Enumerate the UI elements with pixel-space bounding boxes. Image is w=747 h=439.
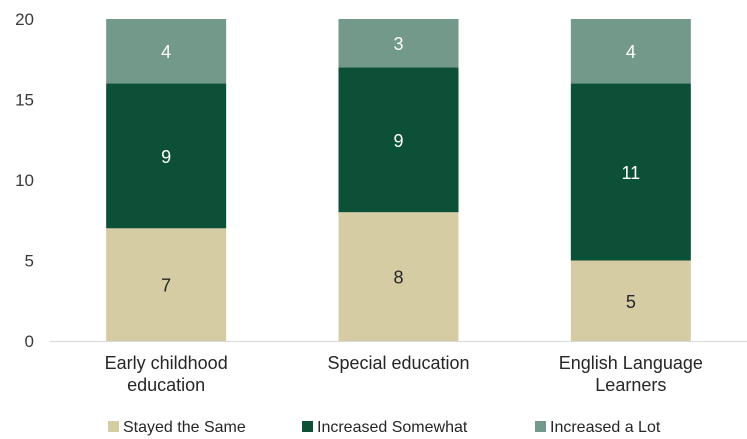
data-label: 9 — [393, 131, 403, 151]
bars: 7 9 4 8 9 3 5 11 4 — [106, 19, 691, 341]
data-label: 3 — [393, 34, 403, 54]
y-tick-label: 0 — [25, 332, 34, 351]
bar-segment — [338, 19, 459, 68]
y-tick-label: 5 — [25, 252, 34, 271]
legend-swatch — [108, 421, 119, 432]
legend-swatch — [535, 421, 546, 432]
legend-label: Stayed the Same — [123, 419, 246, 436]
x-axis-category-labels: Early childhood education Special educatio… — [105, 353, 703, 395]
bar-segment — [106, 19, 227, 84]
legend-label: Increased Somewhat — [317, 419, 468, 436]
bar-segment — [338, 67, 459, 213]
bar-segment — [106, 83, 227, 229]
data-label: 4 — [626, 42, 636, 62]
x-tick-label: Special education — [327, 353, 469, 373]
data-label: 5 — [626, 292, 636, 312]
data-label: 7 — [161, 276, 171, 296]
legend-swatch — [302, 421, 313, 432]
legend: Stayed the Same Increased Somewhat Increas… — [108, 419, 661, 436]
bar-segment — [570, 83, 691, 261]
bar-segment — [570, 260, 691, 341]
x-tick-label: English Language Learners — [559, 353, 703, 395]
data-label: 11 — [621, 163, 640, 183]
y-tick-label: 15 — [15, 91, 34, 110]
bar-segment — [570, 19, 691, 84]
y-tick-label: 10 — [15, 171, 34, 190]
bar-segment — [338, 212, 459, 341]
y-tick-label: 20 — [15, 10, 34, 29]
data-label: 8 — [393, 268, 403, 288]
data-label: 4 — [161, 42, 171, 62]
bar-segment — [106, 228, 227, 341]
data-label: 9 — [161, 147, 171, 167]
legend-label: Increased a Lot — [550, 419, 661, 436]
y-axis-ticks: 0 5 10 15 20 — [15, 10, 34, 351]
x-tick-label: Early childhood education — [105, 353, 228, 395]
